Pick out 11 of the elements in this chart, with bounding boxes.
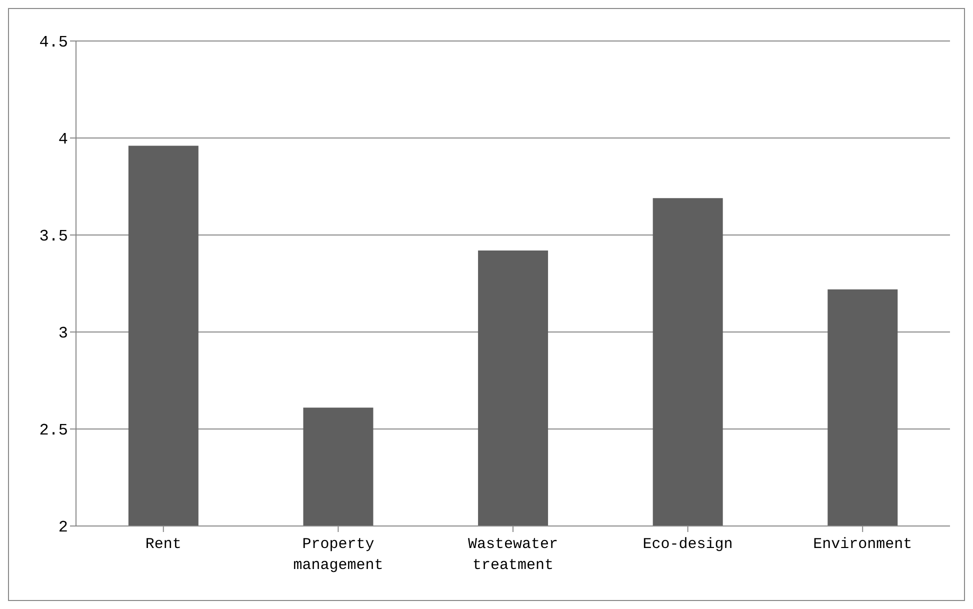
y-tick-label: 3.5 — [39, 228, 68, 246]
x-tick-label: Property management — [293, 536, 384, 574]
y-tick-label: 2 — [58, 518, 68, 537]
y-tick-label: 2.5 — [39, 422, 68, 440]
x-tick-label: Eco-design — [642, 536, 733, 553]
y-tick-label: 4.5 — [39, 34, 68, 52]
x-tick-label: Wastewater treatment — [468, 536, 558, 574]
x-tick-label: Environment — [813, 536, 912, 553]
y-tick-label: 3 — [58, 324, 68, 343]
x-tick-label: Rent — [145, 536, 182, 553]
y-tick-label: 4 — [58, 130, 68, 149]
